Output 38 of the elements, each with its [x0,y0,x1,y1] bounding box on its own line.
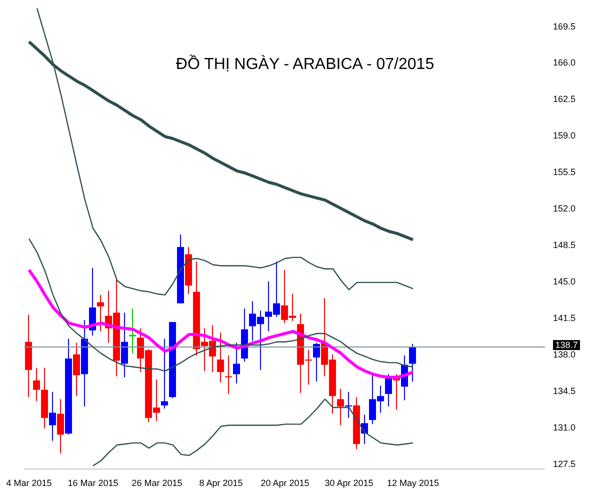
candlestick [121,312,128,378]
ref-line-label: 138.7 [555,340,578,350]
candlestick [49,391,56,442]
candlestick [33,367,40,402]
y-tick-label: 159.0 [553,130,576,141]
y-tick-label: 141.5 [553,313,576,324]
x-tick-label: 20 Apr 2015 [260,478,310,488]
x-tick-label: 8 Apr 2015 [199,478,243,488]
y-tick-label: 169.5 [553,21,576,32]
candlestick [217,332,224,383]
y-tick-label: 152.0 [553,204,576,214]
candlestick [409,343,416,382]
y-tick-label: 162.5 [553,94,576,104]
y-tick-label: 138.0 [553,350,576,360]
text: ĐỒ THỊ NGÀY - ARABICA - 07/2015 [176,56,434,73]
x-tick-label: 12 May 2015 [386,478,440,488]
candlestick [233,342,240,384]
candlestick [345,391,352,418]
candlestick [57,398,64,454]
candlestick [73,342,80,397]
y-tick-label: 131.0 [553,422,576,433]
candlestick [313,342,320,382]
y-tick-label: 148.5 [553,240,576,250]
y-tick-label: 155.5 [553,167,576,178]
y-tick-label: 134.5 [553,386,576,396]
line-series [92,398,414,466]
y-tick-label: 127.5 [553,458,576,469]
x-tick-label: 26 Mar 2015 [132,478,182,488]
y-tick-label: 166.0 [553,58,576,68]
candlestick [97,294,104,332]
y-tick-label: 145.0 [553,276,576,287]
candlestick [337,388,344,426]
x-tick-label: 4 Mar 2015 [6,478,52,488]
candlestick [385,374,392,407]
candlestick [161,338,168,410]
x-tick-label: 16 Mar 2015 [68,478,118,488]
x-tick-label: 30 Apr 2015 [324,478,374,488]
candlestick [225,354,232,394]
